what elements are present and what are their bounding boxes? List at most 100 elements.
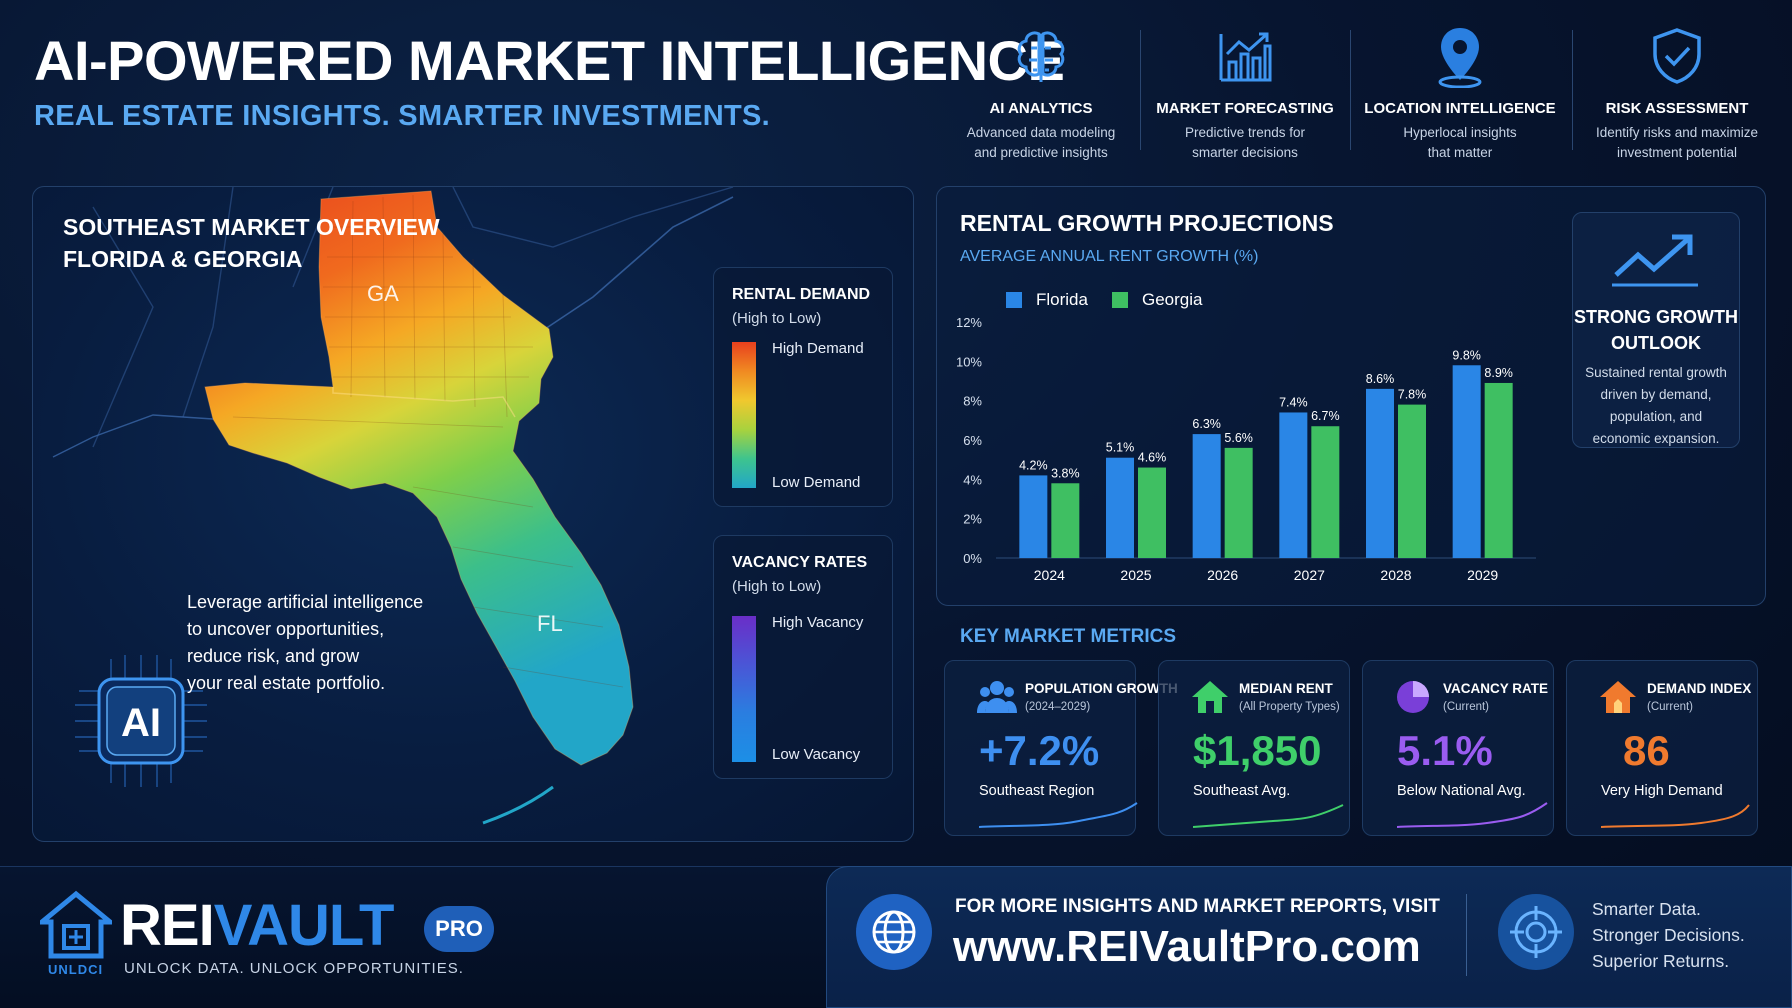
divider <box>1572 30 1573 150</box>
feature-desc: smarter decisions <box>1192 145 1298 160</box>
ai-line: reduce risk, and grow <box>187 646 360 666</box>
cta-text: FOR MORE INSIGHTS AND MARKET REPORTS, VI… <box>955 896 1440 917</box>
slogan-line: Superior Returns. <box>1592 951 1730 971</box>
metric-sub: (Current) <box>1443 701 1490 713</box>
demand-house-icon <box>1600 681 1636 713</box>
data-label: 4.6% <box>1138 451 1167 465</box>
metric-label: DEMAND INDEX <box>1647 681 1752 696</box>
data-label: 5.1% <box>1106 441 1135 455</box>
data-label: 8.6% <box>1366 372 1395 386</box>
sparkline <box>1397 802 1548 828</box>
feature-desc: and predictive insights <box>974 145 1108 160</box>
website-link[interactable]: www.REIVaultPro.com <box>953 922 1421 971</box>
legend-sub: (High to Low) <box>732 310 822 327</box>
feature-desc: that matter <box>1427 145 1493 160</box>
bar-florida <box>1019 475 1048 558</box>
chart-title: RENTAL GROWTH PROJECTIONS <box>960 210 1334 236</box>
metric-value: $1,850 <box>1193 727 1322 774</box>
outlook-title: STRONG GROWTH <box>1574 307 1738 327</box>
data-label: 7.4% <box>1279 395 1308 409</box>
sparkline <box>1601 804 1750 828</box>
legend-label-florida: Florida <box>1036 290 1088 309</box>
legend-high: High Demand <box>772 340 864 357</box>
y-tick-label: 12% <box>956 315 982 330</box>
house-icon <box>1192 681 1228 713</box>
globe-icon[interactable] <box>854 892 934 972</box>
target-icon <box>1498 894 1574 970</box>
metric-card-vacancy: VACANCY RATE (Current) 5.1% Below Nation… <box>1362 660 1554 836</box>
state-border <box>92 187 734 448</box>
feature-desc: Advanced data modeling <box>966 125 1116 140</box>
y-tick-label: 0% <box>963 551 982 566</box>
metric-card-population: POPULATION GROWTH (2024–2029) +7.2% Sout… <box>944 660 1178 836</box>
bar-georgia <box>1138 467 1166 558</box>
feature-desc: Hyperlocal insights <box>1403 125 1517 140</box>
metric-sub: (2024–2029) <box>1025 701 1091 713</box>
y-tick-label: 4% <box>963 472 982 487</box>
x-tick-label: 2025 <box>1120 567 1151 583</box>
feature-title: AI ANALYTICS <box>989 100 1093 117</box>
ai-line: to uncover opportunities, <box>187 619 385 639</box>
ai-chip-icon: AI <box>75 655 207 787</box>
pie-chart-icon <box>1397 681 1429 713</box>
gulf-coastline <box>52 414 214 458</box>
metric-label: POPULATION GROWTH <box>1025 681 1178 696</box>
metric-value: 86 <box>1623 727 1670 774</box>
demand-color-bar <box>732 342 756 488</box>
legend-sub: (High to Low) <box>732 578 822 595</box>
legend-swatch-florida <box>1006 292 1022 308</box>
feature-title: MARKET FORECASTING <box>1156 100 1334 117</box>
bar-georgia <box>1311 426 1340 558</box>
x-tick-label: 2024 <box>1034 567 1065 583</box>
y-tick-label: 8% <box>963 394 982 409</box>
divider <box>1140 30 1141 150</box>
feature-desc: Predictive trends for <box>1184 125 1306 140</box>
data-label: 6.7% <box>1311 409 1340 423</box>
bar-florida <box>1279 412 1308 558</box>
brand-tagline: UNLOCK DATA. UNLOCK OPPORTUNITIES. <box>124 960 464 977</box>
outlook-line: economic expansion. <box>1592 431 1720 446</box>
ai-description: Leverage artificial intelligence to unco… <box>187 589 423 697</box>
data-label: 8.9% <box>1484 366 1513 380</box>
people-icon <box>977 681 1017 713</box>
feature-risk-assessment: RISK ASSESSMENT Identify risks and maxim… <box>1572 24 1782 163</box>
legend-low: Low Vacancy <box>772 746 861 763</box>
legend-title: VACANCY RATES <box>732 554 868 571</box>
trend-up-icon <box>1612 234 1698 287</box>
chart-subtitle: AVERAGE ANNUAL RENT GROWTH (%) <box>960 248 1259 265</box>
bar-chart-icon <box>1219 32 1272 82</box>
bar-georgia <box>1484 382 1513 558</box>
brand-mark-text: UNLDCI <box>48 962 104 977</box>
rental-demand-legend: RENTAL DEMAND (High to Low) High Demand … <box>713 267 893 507</box>
outlook-title: OUTLOOK <box>1611 333 1701 353</box>
page-title: AI-POWERED MARKET INTELLIGENCE <box>34 29 1065 92</box>
ga-fl-shape <box>204 190 634 766</box>
data-label: 3.8% <box>1051 466 1080 480</box>
location-pin-icon <box>1438 28 1482 88</box>
y-tick-label: 10% <box>956 354 982 369</box>
data-label: 5.6% <box>1224 431 1253 445</box>
outlook-line: Sustained rental growth <box>1585 365 1727 380</box>
slogan-line: Stronger Decisions. <box>1592 925 1745 945</box>
feature-ai-analytics: AI ANALYTICS Advanced data modeling and p… <box>936 24 1146 163</box>
y-tick-label: 2% <box>963 512 982 527</box>
feature-desc: Identify risks and maximize <box>1595 125 1759 140</box>
metric-sub: (Current) <box>1647 701 1694 713</box>
bar-georgia <box>1224 447 1253 558</box>
metric-card-demand-index: DEMAND INDEX (Current) 86 Very High Dema… <box>1566 660 1758 836</box>
brand-vault: VAULT <box>213 893 395 958</box>
pro-badge: PRO <box>424 906 494 952</box>
ai-line: Leverage artificial intelligence <box>187 592 424 612</box>
feature-title: RISK ASSESSMENT <box>1605 100 1749 117</box>
outlook-line: driven by demand, <box>1600 387 1712 402</box>
shield-check-icon <box>1653 28 1701 84</box>
x-tick-label: 2027 <box>1294 567 1325 583</box>
metric-note: Southeast Avg. <box>1193 783 1291 799</box>
slogan: Smarter Data. Stronger Decisions. Superi… <box>1592 896 1745 974</box>
legend-high: High Vacancy <box>772 614 864 631</box>
legend-label-georgia: Georgia <box>1142 290 1203 309</box>
fl-label: FL <box>537 611 563 636</box>
metric-note: Southeast Region <box>979 783 1095 799</box>
bar-georgia <box>1398 404 1426 558</box>
brand-logo[interactable]: REIVAULT <box>120 892 395 959</box>
